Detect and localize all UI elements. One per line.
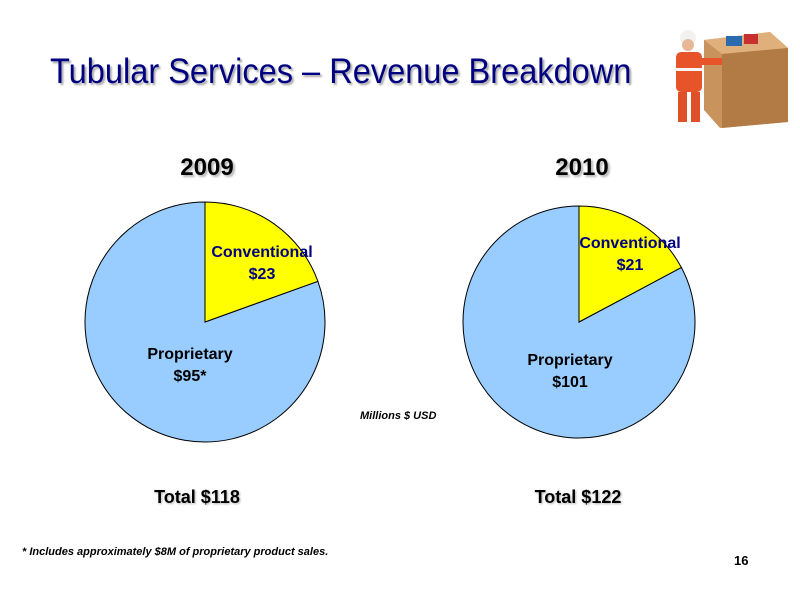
slice-label-2010-proprietary-value: $101 [552,374,588,391]
slice-label-2010-conventional-name: Conventional [579,235,680,252]
slice-label-2010-conventional-value: $21 [617,257,644,274]
worker-with-crate-illustration [676,30,788,128]
slice-label-2009-proprietary-name: Proprietary [147,346,232,363]
total-2010: Total $122 [534,487,622,507]
slice-label-2009-conventional-value: $23 [249,266,276,283]
slice-label-2009-conventional-name: Conventional [211,244,312,261]
slice-label-2010-proprietary-name: Proprietary [527,352,612,369]
pie-slice-2009-conventional [204,201,319,323]
footnote: * Includes approximately $8M of propriet… [22,546,329,558]
units-note: Millions $ USD [360,410,437,422]
pie-slice-2010-conventional [578,205,683,323]
chart-title-2010: 2010 [555,154,609,181]
slide-title: Tubular Services – Revenue Breakdown [50,52,632,91]
page-number: 16 [734,553,749,568]
total-2009: Total $118 [154,487,240,507]
chart-title-2009: 2009 [180,154,234,181]
pie-chart-2010: Conventional $21 Proprietary $101 [462,205,696,439]
slice-label-2009-proprietary-value: $95* [174,368,208,385]
pie-chart-2009: Conventional $23 Proprietary $95* [84,201,326,443]
